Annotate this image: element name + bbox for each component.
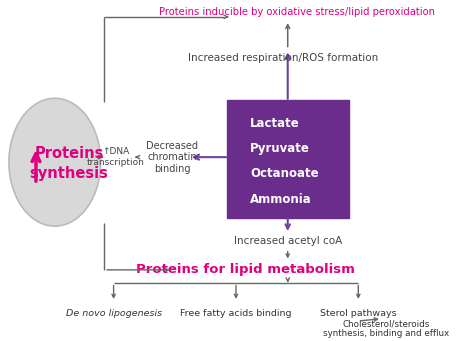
Text: Cholesterol/steroids
synthesis, binding and efflux: Cholesterol/steroids synthesis, binding … xyxy=(323,319,450,339)
Text: De novo lipogenesis: De novo lipogenesis xyxy=(65,309,162,318)
Text: Lactate: Lactate xyxy=(250,117,300,130)
Text: Increased respiration/ROS formation: Increased respiration/ROS formation xyxy=(188,53,378,63)
FancyBboxPatch shape xyxy=(227,100,349,218)
Text: Proteins inducible by oxidative stress/lipid peroxidation: Proteins inducible by oxidative stress/l… xyxy=(159,8,435,17)
Text: Ammonia: Ammonia xyxy=(250,193,312,206)
Text: Octanoate: Octanoate xyxy=(250,167,319,180)
Ellipse shape xyxy=(9,98,100,226)
Text: Sterol pathways: Sterol pathways xyxy=(320,309,397,318)
Text: Free fatty acids binding: Free fatty acids binding xyxy=(180,309,292,318)
Text: Proteins for lipid metabolism: Proteins for lipid metabolism xyxy=(136,263,355,276)
Text: synthesis: synthesis xyxy=(29,166,109,181)
Text: Proteins: Proteins xyxy=(34,146,104,161)
Text: Increased acetyl coA: Increased acetyl coA xyxy=(234,236,342,246)
Text: Decreased
chromatin
binding: Decreased chromatin binding xyxy=(146,140,199,174)
Text: Pyruvate: Pyruvate xyxy=(250,142,310,155)
Text: ↑DNA
transcription: ↑DNA transcription xyxy=(87,147,145,167)
